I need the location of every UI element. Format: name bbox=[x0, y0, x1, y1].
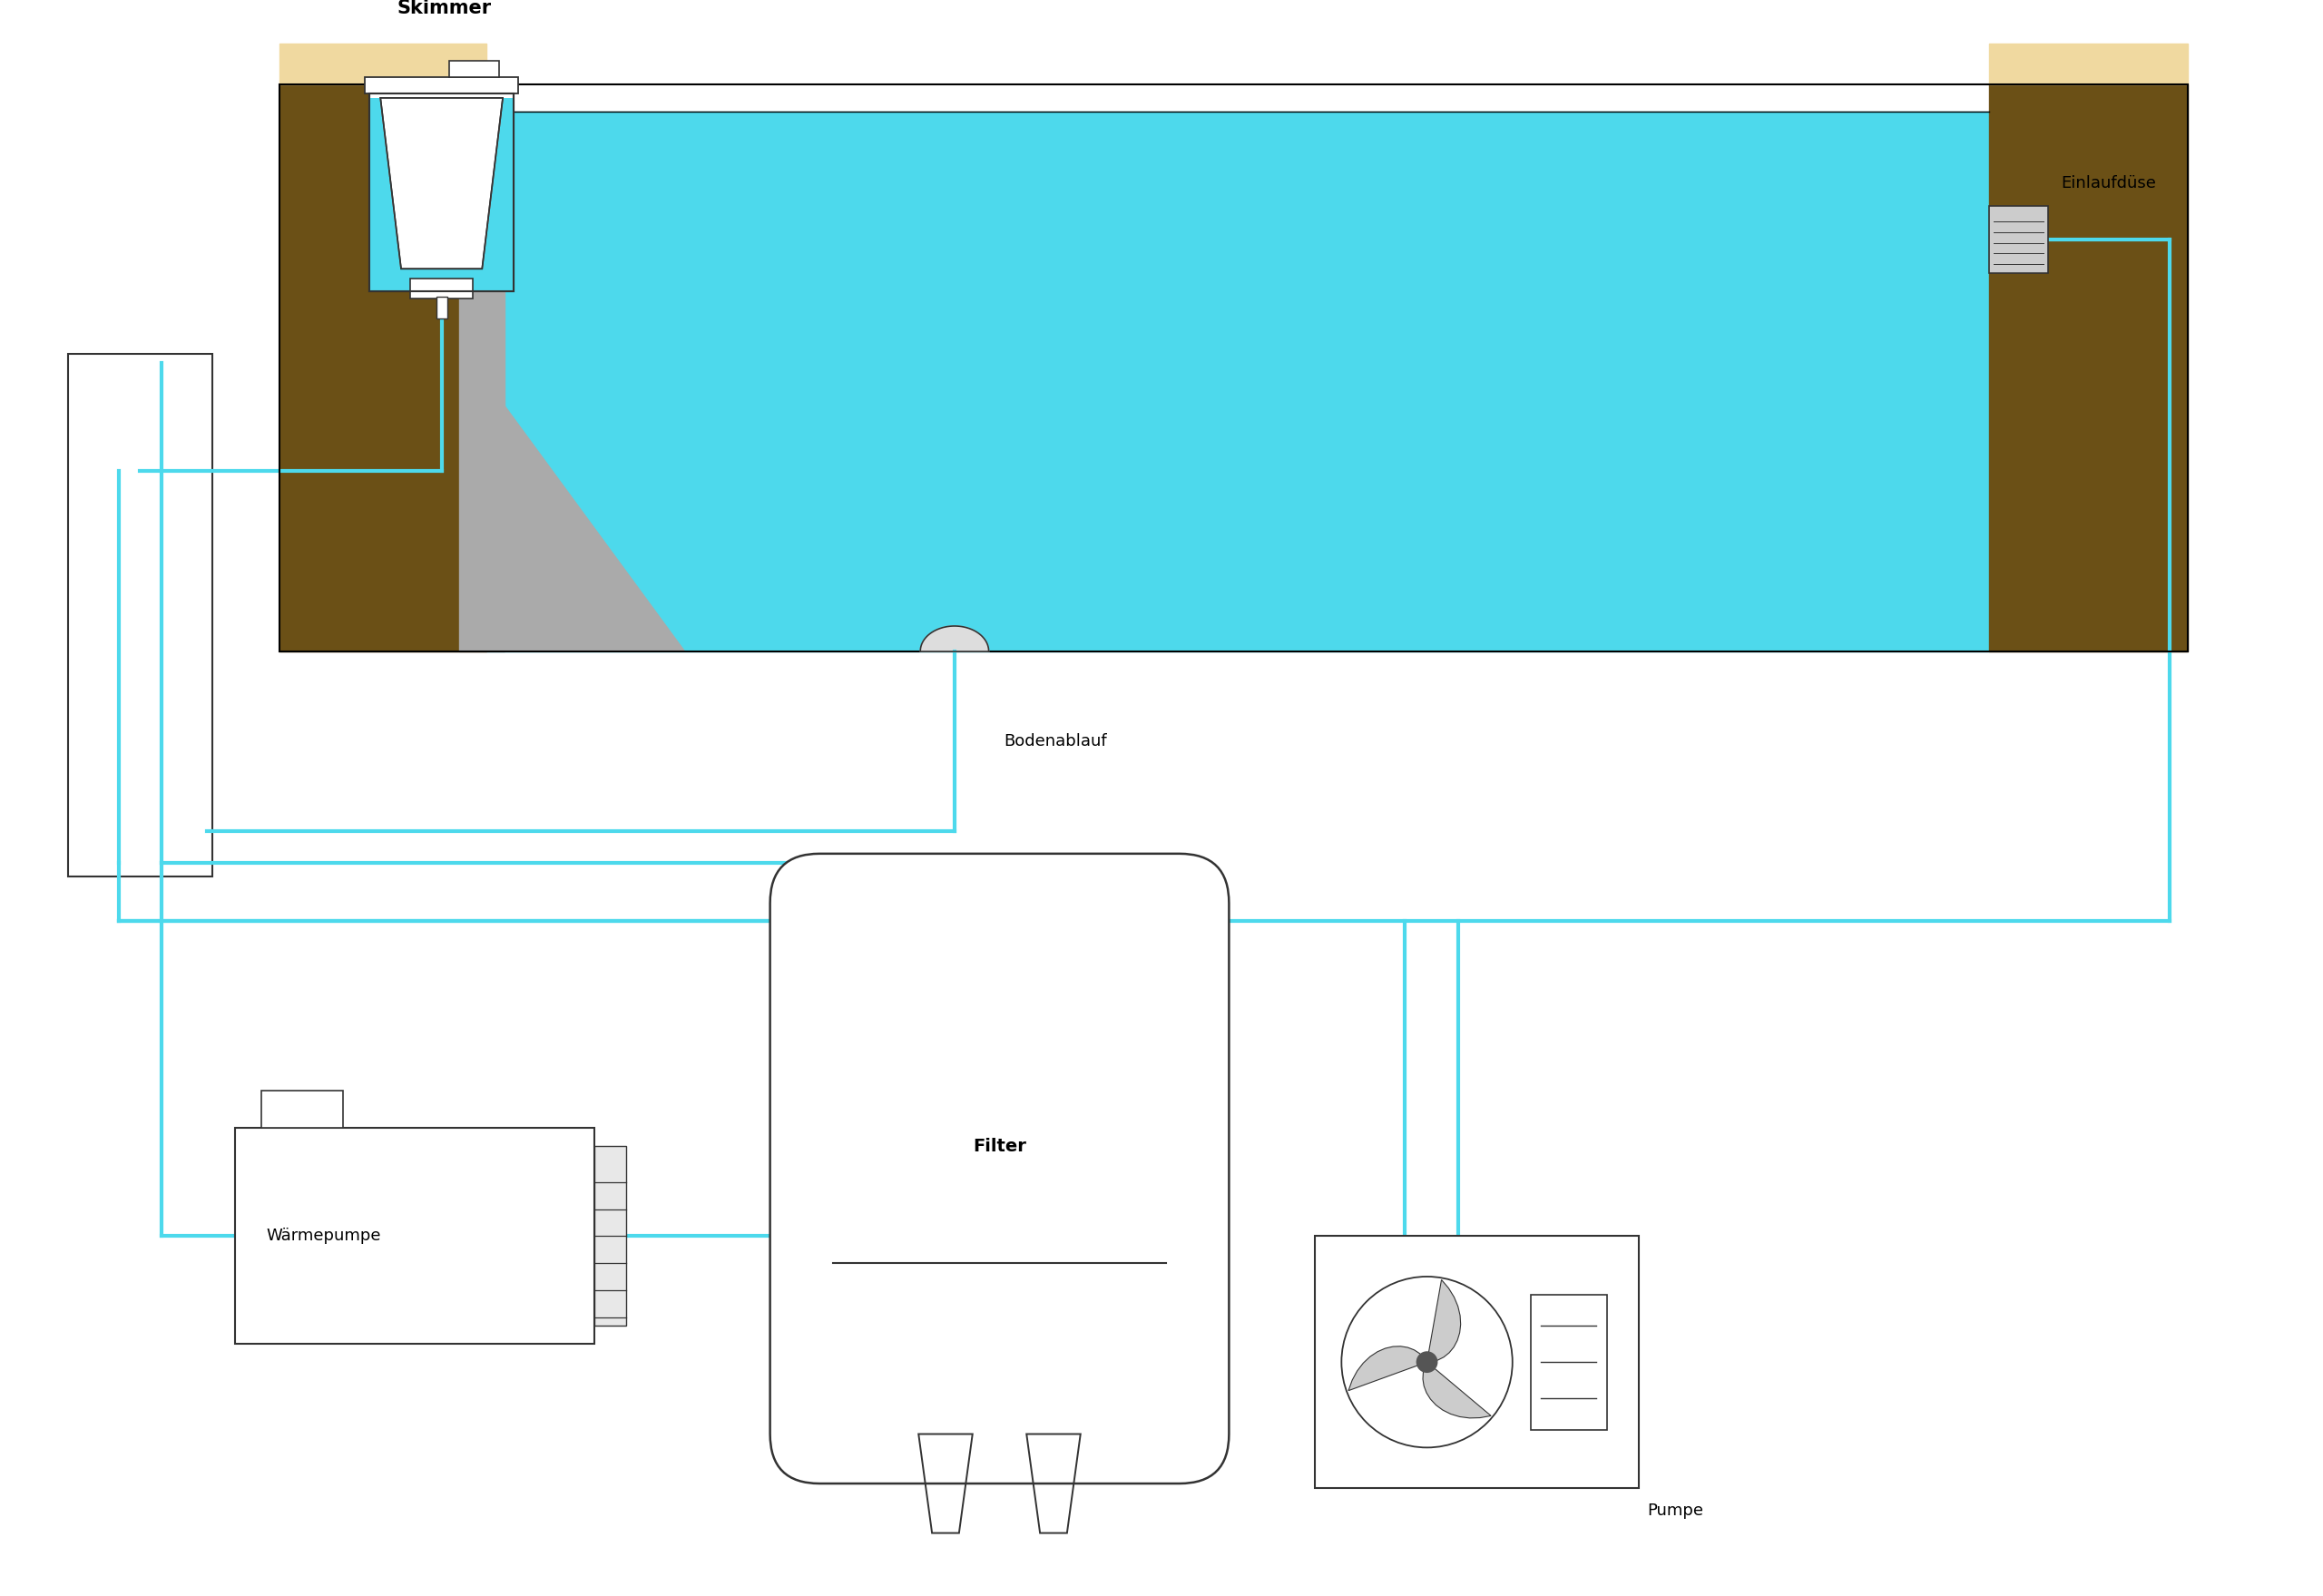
Polygon shape bbox=[381, 97, 502, 268]
Polygon shape bbox=[381, 97, 502, 268]
Bar bbox=[279, 43, 486, 85]
Polygon shape bbox=[486, 381, 685, 651]
Bar bbox=[411, 279, 474, 298]
Circle shape bbox=[1417, 1352, 1438, 1373]
Bar bbox=[67, 354, 211, 876]
Text: Pumpe: Pumpe bbox=[1647, 1502, 1703, 1519]
Bar bbox=[1531, 1294, 1608, 1430]
Bar bbox=[262, 1090, 341, 1128]
Bar bbox=[1315, 1235, 1638, 1487]
Bar bbox=[235, 1128, 595, 1344]
Circle shape bbox=[1340, 1277, 1512, 1448]
Polygon shape bbox=[918, 1435, 973, 1534]
Bar bbox=[369, 97, 513, 292]
Polygon shape bbox=[1027, 1435, 1080, 1534]
Text: Bodenablauf: Bodenablauf bbox=[1004, 733, 1108, 750]
Bar bbox=[448, 61, 499, 77]
Text: Skimmer: Skimmer bbox=[397, 0, 490, 18]
Bar bbox=[595, 1146, 627, 1326]
Bar bbox=[486, 112, 1988, 651]
Bar bbox=[1988, 206, 2049, 273]
Text: Einlaufdüse: Einlaufdüse bbox=[2061, 176, 2156, 192]
Polygon shape bbox=[920, 626, 990, 651]
Bar bbox=[365, 77, 518, 93]
Text: Filter: Filter bbox=[973, 1138, 1027, 1156]
Polygon shape bbox=[1426, 1280, 1461, 1361]
Bar bbox=[1988, 43, 2188, 85]
Bar bbox=[369, 93, 513, 292]
Bar bbox=[369, 93, 513, 292]
Bar bbox=[1988, 85, 2188, 651]
Bar bbox=[437, 297, 446, 318]
Bar bbox=[460, 85, 504, 651]
Bar bbox=[279, 85, 486, 651]
Text: Wärmepumpe: Wärmepumpe bbox=[267, 1227, 381, 1245]
Bar bbox=[279, 85, 2188, 651]
Polygon shape bbox=[1422, 1361, 1491, 1417]
FancyBboxPatch shape bbox=[769, 854, 1229, 1484]
Polygon shape bbox=[1347, 1347, 1426, 1390]
